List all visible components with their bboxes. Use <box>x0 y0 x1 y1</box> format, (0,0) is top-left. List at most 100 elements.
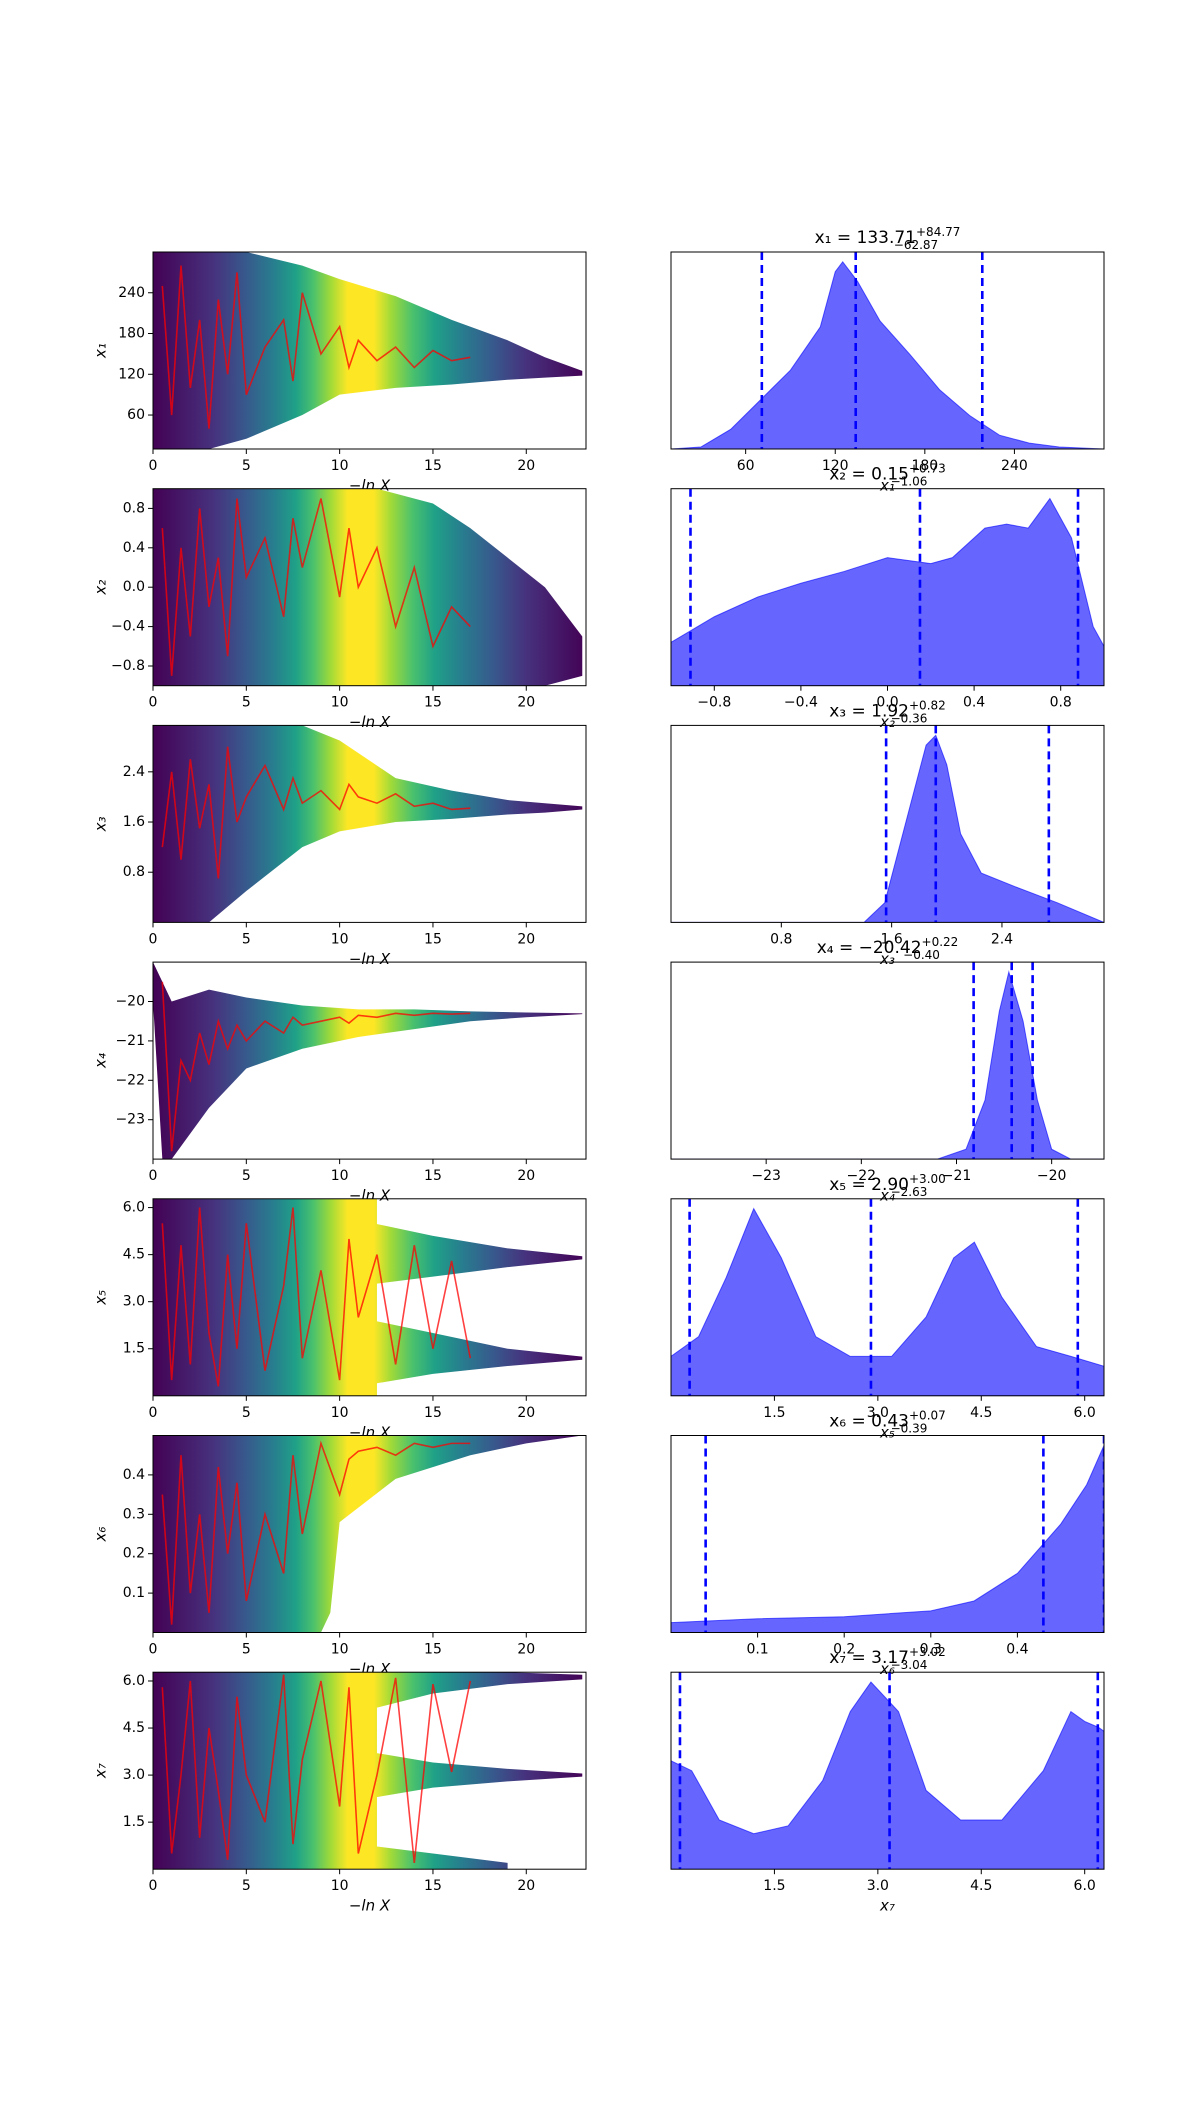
x-tick-label: 4.5 <box>970 1878 992 1894</box>
x-tick-label: 1.5 <box>763 1405 785 1421</box>
title-main: x₅ = 2.90 <box>829 1175 909 1195</box>
x-tick-label: −23 <box>751 1168 781 1184</box>
y-tick-label: 0.1 <box>123 1585 145 1601</box>
x-tick-label: 15 <box>424 695 442 711</box>
x-tick-label: 10 <box>331 695 349 711</box>
plot-area <box>671 1435 1104 1633</box>
panel-title: x₅ = 2.90+3.00 −2.63 <box>829 1171 946 1198</box>
y-tick-label: 0.8 <box>123 500 145 516</box>
y-tick-label: −21 <box>115 1033 145 1049</box>
x-axis-label: x₃ <box>879 950 895 968</box>
trace-line <box>161 981 471 1152</box>
x-axis-label: −ln X <box>349 950 391 968</box>
y-tick-label: 0.4 <box>123 540 145 556</box>
panel: −0.8 −0.4 0.0 0.4 0.8 x₂ 0 5 10 15 20 −ln X <box>92 488 587 731</box>
plot-area <box>153 1435 583 1633</box>
sample-cloud <box>358 1317 583 1387</box>
title-sup: +0.22 <box>922 935 959 949</box>
axes-frame <box>670 724 1105 923</box>
y-axis-label: x₆ <box>92 1527 110 1543</box>
panel: x₅ = 2.90+3.00 −2.63 1.5 3.0 4.5 6.0 x₅ <box>670 1171 1105 1441</box>
x-tick-label: 6.0 <box>1074 1878 1096 1894</box>
sample-cloud <box>358 1844 508 1870</box>
axes-frame <box>152 961 587 1160</box>
x-tick-label: 15 <box>424 1878 442 1894</box>
x-tick-label: 1.5 <box>763 1878 785 1894</box>
title-sup: +0.82 <box>909 698 946 712</box>
y-tick-label: −0.8 <box>111 658 145 674</box>
y-tick-label: 6.0 <box>123 1200 145 1216</box>
trace-line <box>161 1440 471 1625</box>
panel: x₇ = 3.17+3.02 −3.04 1.5 3.0 4.5 6.0 x₇ <box>670 1645 1105 1915</box>
axes-frame <box>152 1198 587 1397</box>
y-axis-label: x₅ <box>92 1290 110 1306</box>
plot-area <box>671 1672 1104 1870</box>
title-main: x₂ = 0.15 <box>829 465 909 485</box>
x-tick-label: 0 <box>149 1878 158 1894</box>
y-tick-label: −22 <box>115 1072 145 1088</box>
x-tick-label: 0.2 <box>833 1642 855 1658</box>
x-tick-label: 0 <box>149 458 158 474</box>
x-tick-label: 2.4 <box>991 931 1013 947</box>
x-tick-label: 5 <box>242 695 251 711</box>
x-tick-label: 0 <box>149 931 158 947</box>
axes-frame <box>152 488 587 687</box>
x-tick-label: 20 <box>517 1878 535 1894</box>
sample-cloud <box>358 1749 583 1801</box>
x-tick-label: 0.3 <box>920 1642 942 1658</box>
x-axis-label: −ln X <box>349 1897 391 1915</box>
x-tick-label: 180 <box>911 458 938 474</box>
panel: 1.5 3.0 4.5 6.0 x₇ 0 5 10 15 20 −ln X <box>92 1671 587 1915</box>
x-tick-label: 0 <box>149 1405 158 1421</box>
x-tick-label: 5 <box>242 931 251 947</box>
y-axis-label: x₂ <box>92 580 110 596</box>
x-tick-label: 15 <box>424 1168 442 1184</box>
plot-area <box>153 725 583 923</box>
trace-line <box>161 746 471 879</box>
y-tick-label: 2.4 <box>123 764 145 780</box>
x-tick-label: 3.0 <box>867 1405 889 1421</box>
title-sub: −1.06 <box>891 474 928 488</box>
panel: 0.8 1.6 2.4 x₃ 0 5 10 15 20 −ln X <box>92 724 587 968</box>
title-sub: −0.40 <box>903 948 940 962</box>
y-tick-label: 180 <box>118 326 145 342</box>
sample-cloud <box>153 488 583 686</box>
x-axis-label: −ln X <box>349 713 391 731</box>
y-tick-label: 1.5 <box>123 1341 145 1357</box>
x-tick-label: 10 <box>331 1878 349 1894</box>
axes-frame <box>670 1435 1105 1633</box>
y-tick-label: 1.5 <box>123 1814 145 1830</box>
x-tick-label: 0.4 <box>1006 1642 1028 1658</box>
density-area <box>671 1681 1104 1870</box>
y-tick-label: 3.0 <box>123 1767 145 1783</box>
x-axis-label: x₅ <box>879 1423 895 1441</box>
x-tick-label: 10 <box>331 458 349 474</box>
plot-area <box>671 488 1104 686</box>
y-axis-label: x₁ <box>92 343 110 359</box>
title-sup: +0.07 <box>909 1408 946 1422</box>
x-tick-label: 5 <box>242 1642 251 1658</box>
x-tick-label: 15 <box>424 458 442 474</box>
y-tick-label: −0.4 <box>111 619 145 635</box>
x-tick-label: 15 <box>424 931 442 947</box>
x-tick-label: 240 <box>1001 458 1028 474</box>
axes-frame <box>670 251 1105 450</box>
title-sup: +3.02 <box>909 1645 946 1659</box>
title-sup: +0.73 <box>909 461 946 475</box>
plot-area <box>153 1672 583 1870</box>
y-tick-label: 0.0 <box>123 579 145 595</box>
panel: x₄ = −20.42+0.22 −0.40 −23 −22 −21 −20 x₄ <box>670 935 1105 1205</box>
axes-frame <box>152 724 587 923</box>
axes-frame <box>152 1435 587 1633</box>
panel-title: x₇ = 3.17+3.02 −3.04 <box>829 1645 946 1672</box>
x-tick-label: 6.0 <box>1074 1405 1096 1421</box>
plot-area <box>671 962 1104 1160</box>
x-axis-label: x₁ <box>879 477 895 495</box>
title-main: x₆ = 0.43 <box>829 1412 909 1432</box>
sample-cloud <box>358 1220 583 1287</box>
plot-area <box>671 1198 1104 1396</box>
title-main: x₄ = −20.42 <box>817 938 922 958</box>
